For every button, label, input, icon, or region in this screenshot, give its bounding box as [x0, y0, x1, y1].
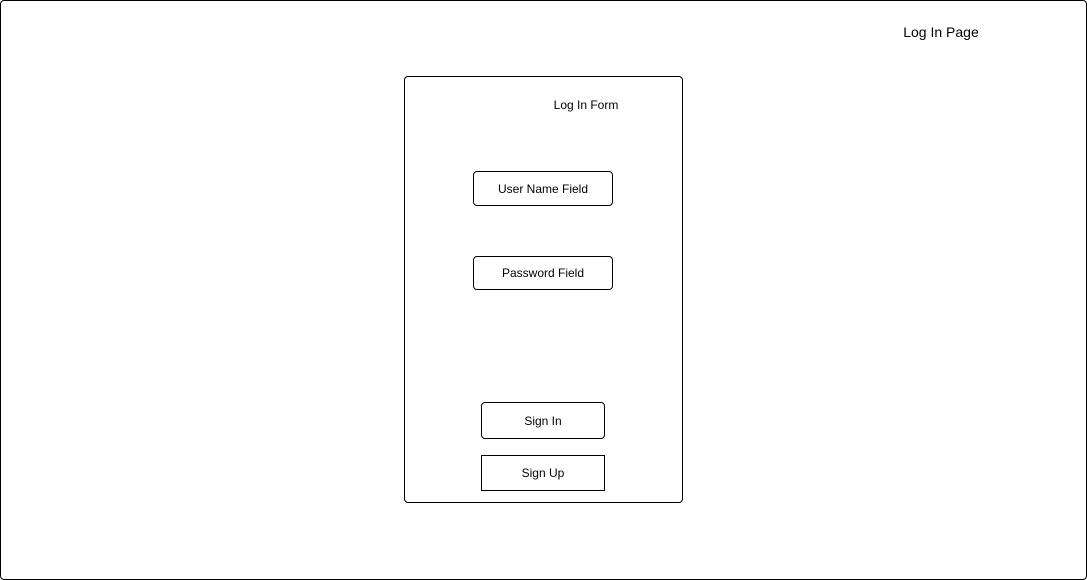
password-field[interactable]: Password Field [473, 256, 613, 290]
password-field-label: Password Field [501, 266, 585, 280]
username-field-label: User Name Field [497, 181, 589, 196]
form-title: Log In Form [553, 98, 619, 112]
sign-up-button[interactable]: Sign Up [481, 455, 605, 491]
sign-in-label: Sign In [524, 413, 562, 428]
sign-in-button[interactable]: Sign In [481, 402, 605, 439]
username-field[interactable]: User Name Field [473, 171, 613, 206]
page-title: Log In Page [903, 24, 979, 40]
sign-up-label: Sign Up [521, 466, 565, 480]
